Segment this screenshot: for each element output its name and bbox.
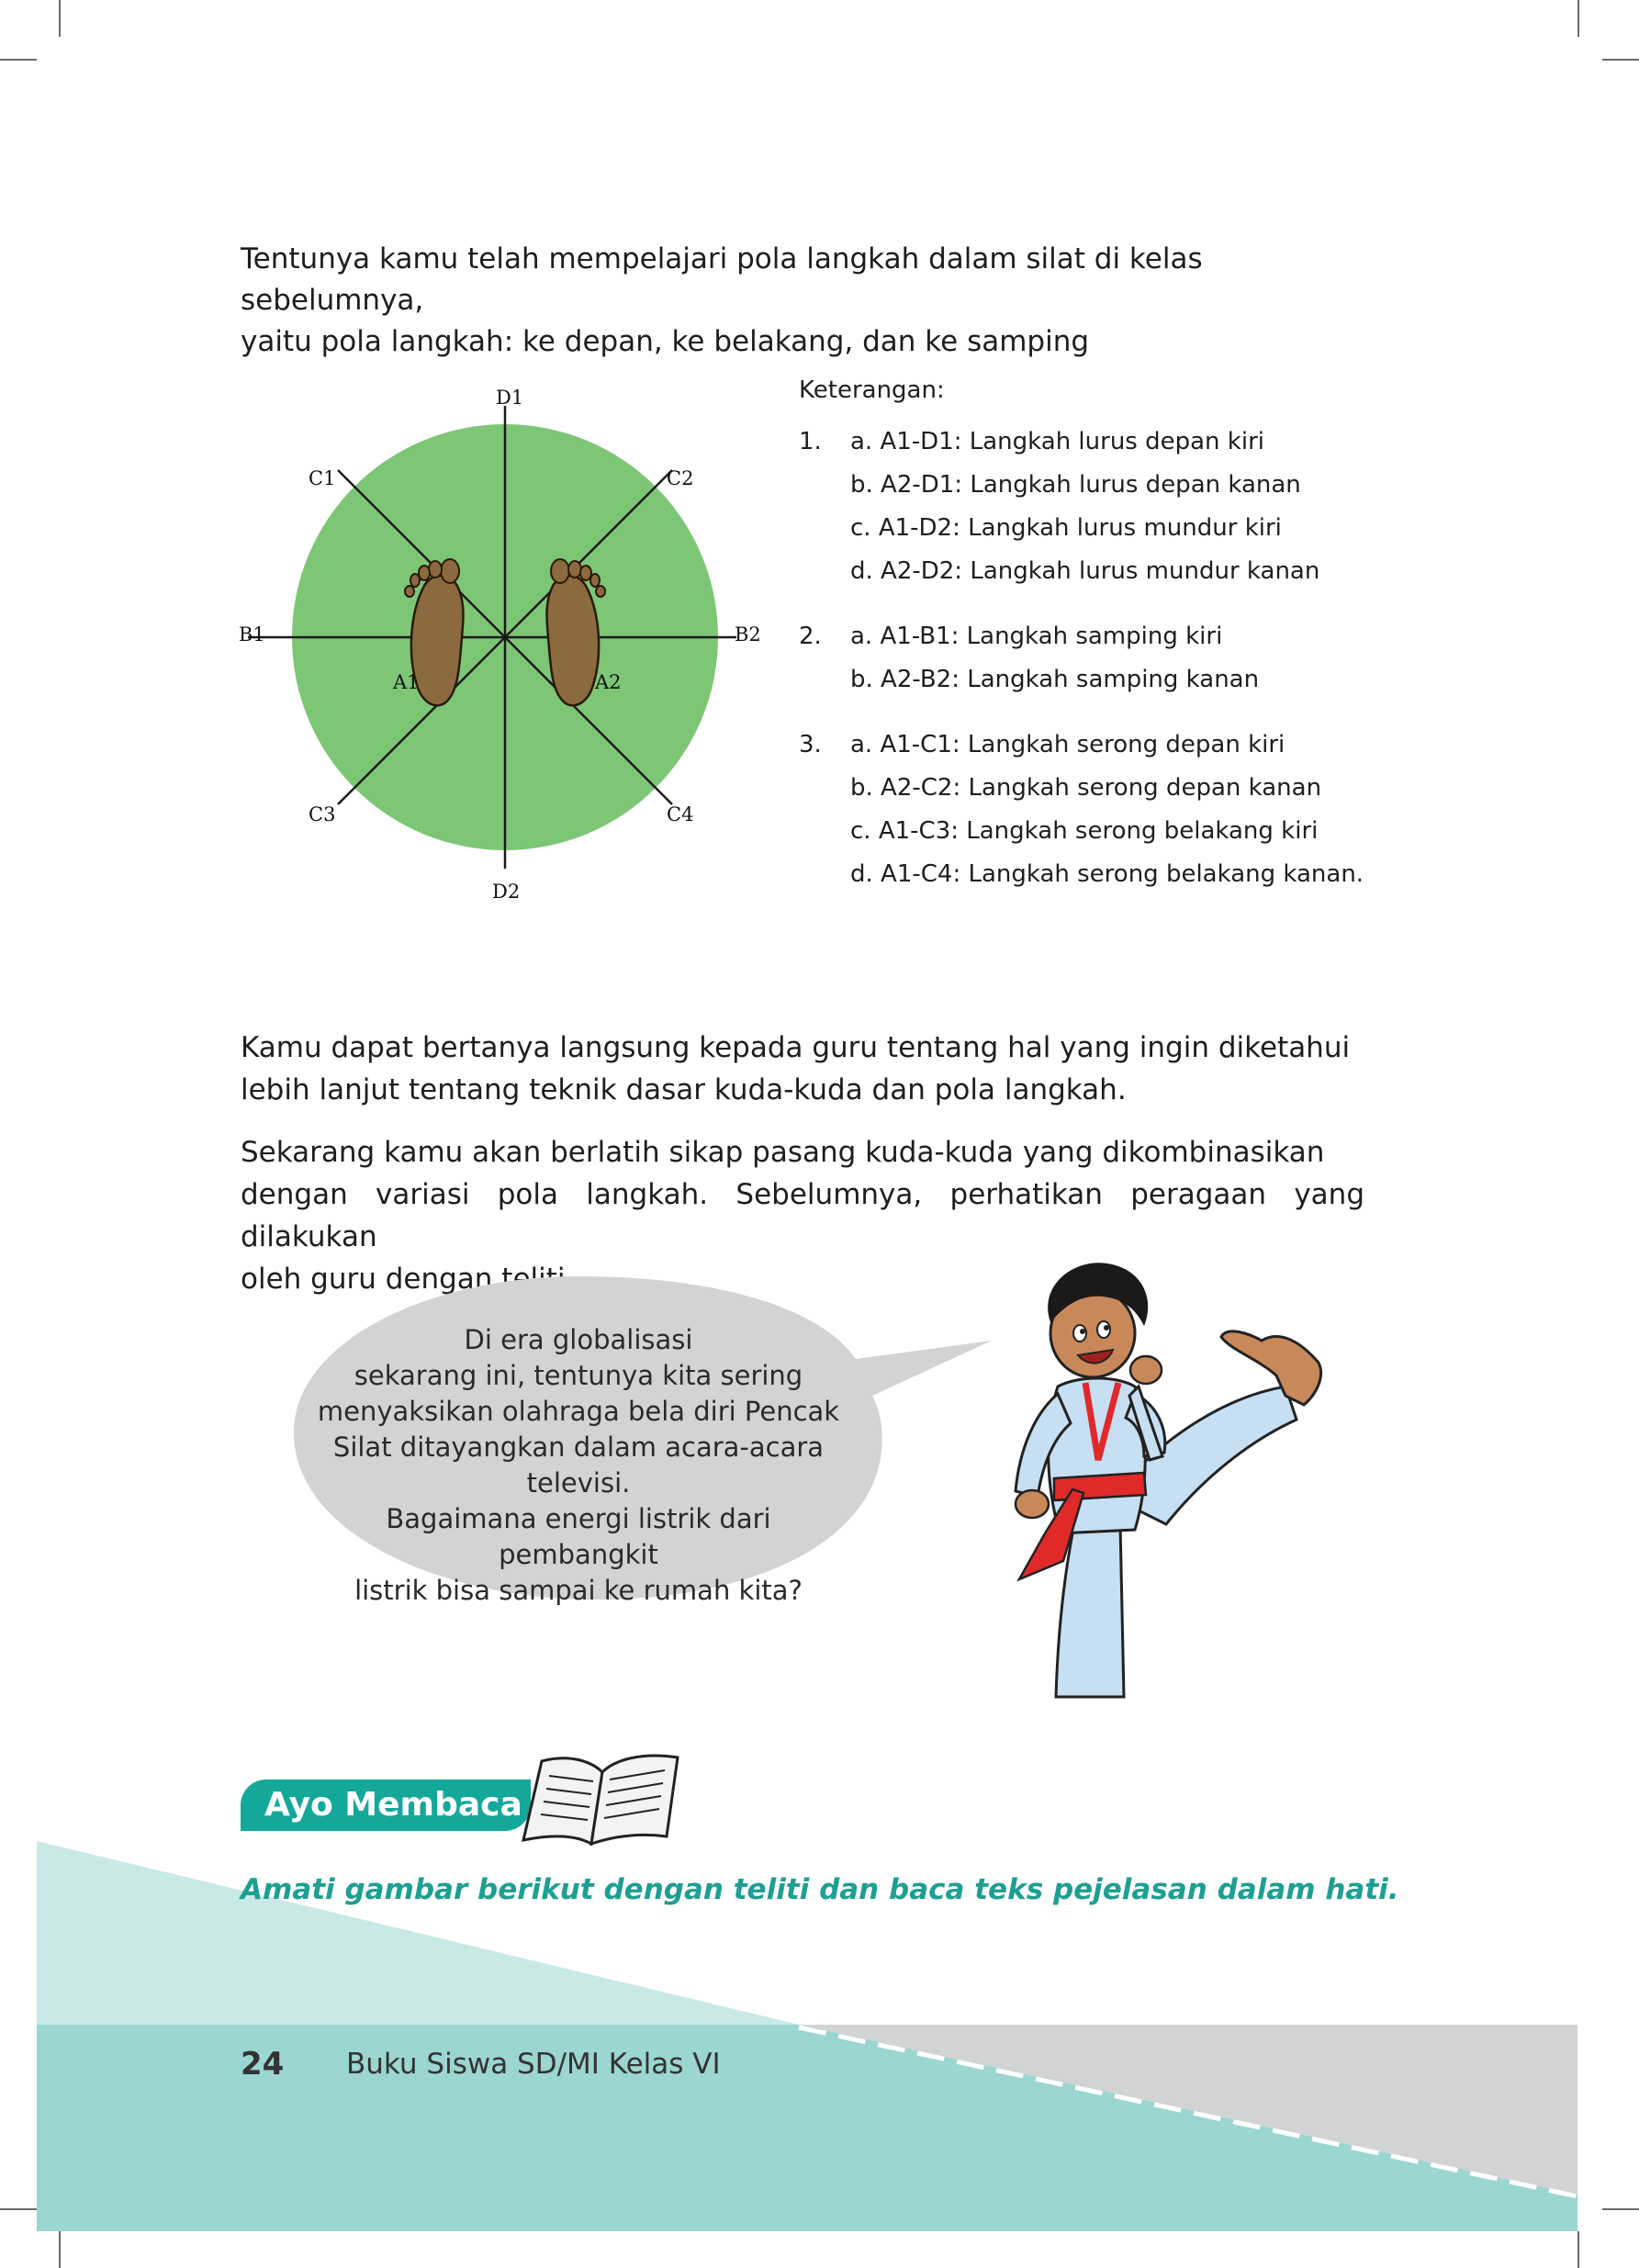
- reading-instruction: Amati gambar berikut dengan teliti dan b…: [241, 1873, 1399, 1906]
- right-foot-icon: [545, 558, 606, 707]
- book-title: Buku Siswa SD/MI Kelas VI: [346, 2048, 721, 2081]
- legend-group-2: 2. a. A1-B1: Langkah samping kiri b. A2-…: [799, 623, 1405, 711]
- bubble-line: Bagaimana energi listrik dari pembangkit: [386, 1503, 771, 1570]
- crop-mark: [0, 59, 37, 61]
- legend-title: Keterangan:: [799, 376, 945, 404]
- paragraph-line: dengan variasi pola langkah. Sebelumnya,…: [241, 1178, 1364, 1253]
- label-c4: C4: [667, 803, 693, 825]
- legend-item: a. A1-C1: Langkah serong depan kiri: [850, 731, 1285, 758]
- legend-item: d. A1-C4: Langkah serong belakang kanan.: [850, 860, 1364, 888]
- legend-item: c. A1-C3: Langkah serong belakang kiri: [850, 817, 1319, 845]
- label-c2: C2: [667, 467, 693, 489]
- bubble-line: sekarang ini, tentunya kita sering: [354, 1360, 803, 1391]
- legend-group-1: 1. a. A1-D1: Langkah lurus depan kiri b.…: [799, 428, 1405, 602]
- right-foot-sole: [545, 574, 601, 707]
- label-b2: B2: [735, 623, 761, 646]
- label-a2: A2: [594, 671, 622, 693]
- legend-item: b. A2-B2: Langkah samping kanan: [850, 666, 1260, 693]
- step-pattern-diagram: D1 D2 C1 C2 C3 C4 B1 B2 A1 A2: [239, 387, 761, 903]
- legend-number: 3.: [799, 731, 822, 758]
- ayo-membaca-badge: Ayo Membaca: [241, 1780, 531, 1831]
- label-a1: A1: [392, 671, 420, 693]
- label-c1: C1: [309, 467, 335, 489]
- step-lines: [248, 406, 736, 869]
- crop-mark: [1577, 0, 1579, 37]
- crop-mark: [59, 2231, 61, 2268]
- bubble-line: menyaksikan olahraga bela diri Pencak: [317, 1396, 840, 1427]
- label-d1: D1: [496, 387, 523, 409]
- crop-mark: [59, 0, 61, 37]
- dashed-fold-line: [798, 2025, 1578, 2199]
- page-number: 24: [241, 2046, 285, 2083]
- light-teal-wedge: [37, 1841, 799, 2025]
- paragraph-practice: Sekarang kamu akan berlatih sikap pasang…: [241, 1131, 1364, 1300]
- legend-item: a. A1-B1: Langkah samping kiri: [850, 623, 1223, 650]
- bubble-line: Di era globalisasi: [464, 1324, 693, 1355]
- bubble-line: Silat ditayangkan dalam acara-acara tele…: [332, 1432, 825, 1499]
- speech-bubble-text: Di era globalisasi sekarang ini, tentuny…: [303, 1322, 854, 1609]
- paragraph-line: Kamu dapat bertanya langsung kepada guru…: [241, 1031, 1351, 1064]
- paragraph-line: lebih lanjut tentang teknik dasar kuda-k…: [241, 1073, 1127, 1106]
- intro-line-2: yaitu pola langkah: ke depan, ke belakan…: [241, 325, 1090, 358]
- line-c2-c3: [337, 469, 673, 805]
- intro-line-1: Tentunya kamu telah mempelajari pola lan…: [241, 242, 1203, 317]
- left-foot-sole: [410, 574, 465, 707]
- left-foot-toes: [404, 558, 460, 598]
- crop-mark: [1602, 59, 1639, 61]
- legend-number: 2.: [799, 623, 822, 650]
- label-d2: D2: [492, 881, 520, 903]
- legend-number: 1.: [799, 428, 822, 455]
- left-foot-icon: [404, 558, 465, 707]
- legend-item: b. A2-C2: Langkah serong depan kanan: [850, 774, 1322, 802]
- footer-teal-band: [37, 2025, 1577, 2231]
- crop-mark: [0, 2208, 37, 2210]
- paragraph-line: Sekarang kamu akan berlatih sikap pasang…: [241, 1136, 1325, 1169]
- crop-mark: [1602, 2208, 1639, 2210]
- crop-mark: [1577, 2231, 1579, 2268]
- open-book-icon: [522, 1754, 679, 1847]
- label-c3: C3: [309, 803, 335, 825]
- legend-group-3: 3. a. A1-C1: Langkah serong depan kiri b…: [799, 731, 1405, 905]
- right-foot-toes: [550, 558, 606, 598]
- legend-item: d. A2-D2: Langkah lurus mundur kanan: [850, 557, 1320, 585]
- legend-item: b. A2-D1: Langkah lurus depan kanan: [850, 471, 1301, 499]
- legend-item: a. A1-D1: Langkah lurus depan kiri: [850, 428, 1264, 455]
- bubble-line: listrik bisa sampai ke rumah kita?: [354, 1575, 803, 1606]
- intro-paragraph: Tentunya kamu telah mempelajari pola lan…: [241, 239, 1379, 363]
- paragraph-ask-teacher: Kamu dapat bertanya langsung kepada guru…: [241, 1027, 1364, 1111]
- kicking-student-illustration: [1014, 1263, 1323, 1699]
- label-b1: B1: [239, 623, 265, 646]
- speech-bubble: [294, 1276, 992, 1600]
- legend-item: c. A1-D2: Langkah lurus mundur kiri: [850, 514, 1282, 542]
- speech-bubble-shape: [294, 1276, 992, 1600]
